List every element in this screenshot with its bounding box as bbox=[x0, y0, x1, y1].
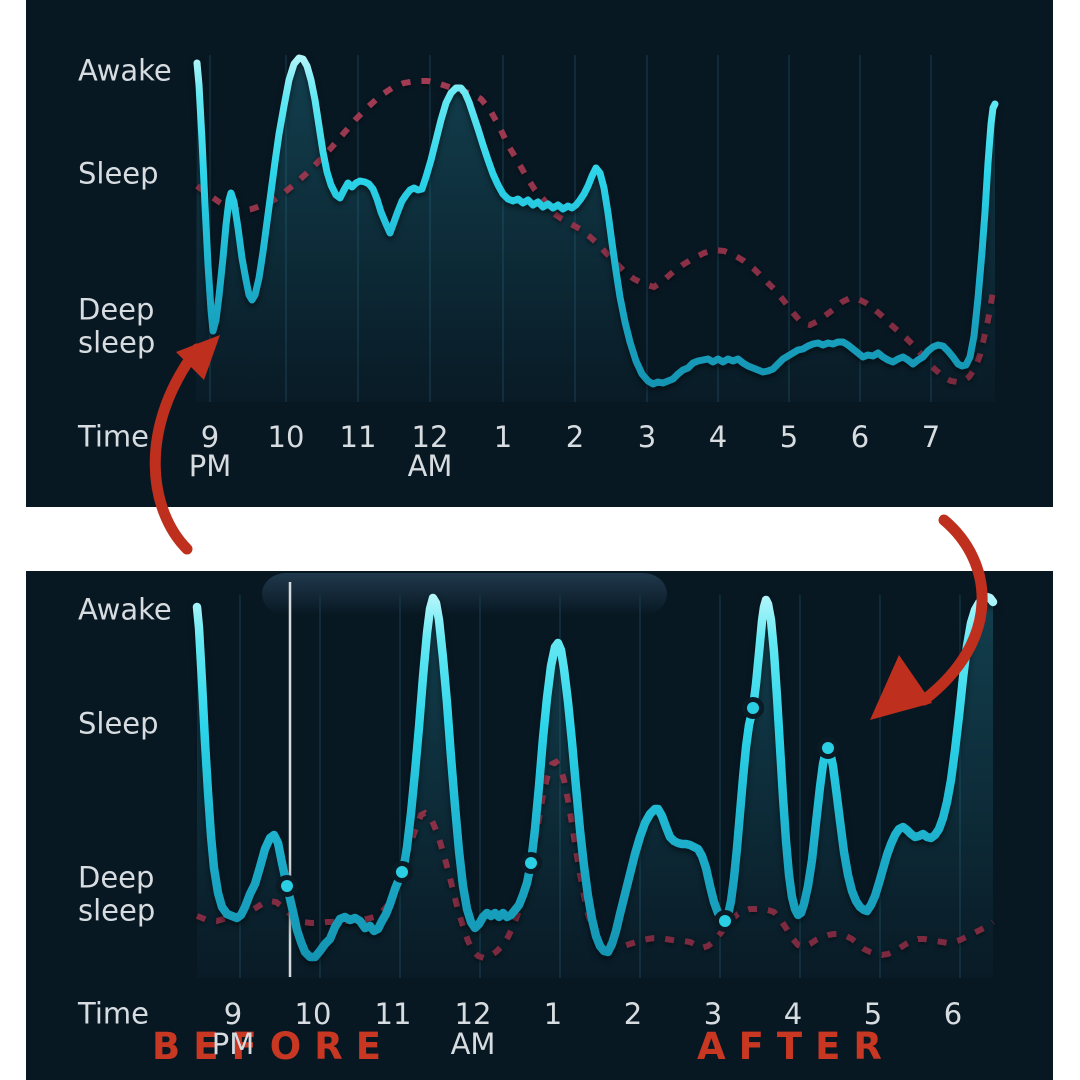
divider-band: BEFORE AFTER bbox=[0, 507, 1080, 1065]
after-chart-panel bbox=[26, 571, 1053, 1080]
after-label: AFTER bbox=[697, 1025, 895, 1068]
before-chart-panel bbox=[26, 0, 1053, 507]
before-label: BEFORE bbox=[152, 1025, 394, 1068]
